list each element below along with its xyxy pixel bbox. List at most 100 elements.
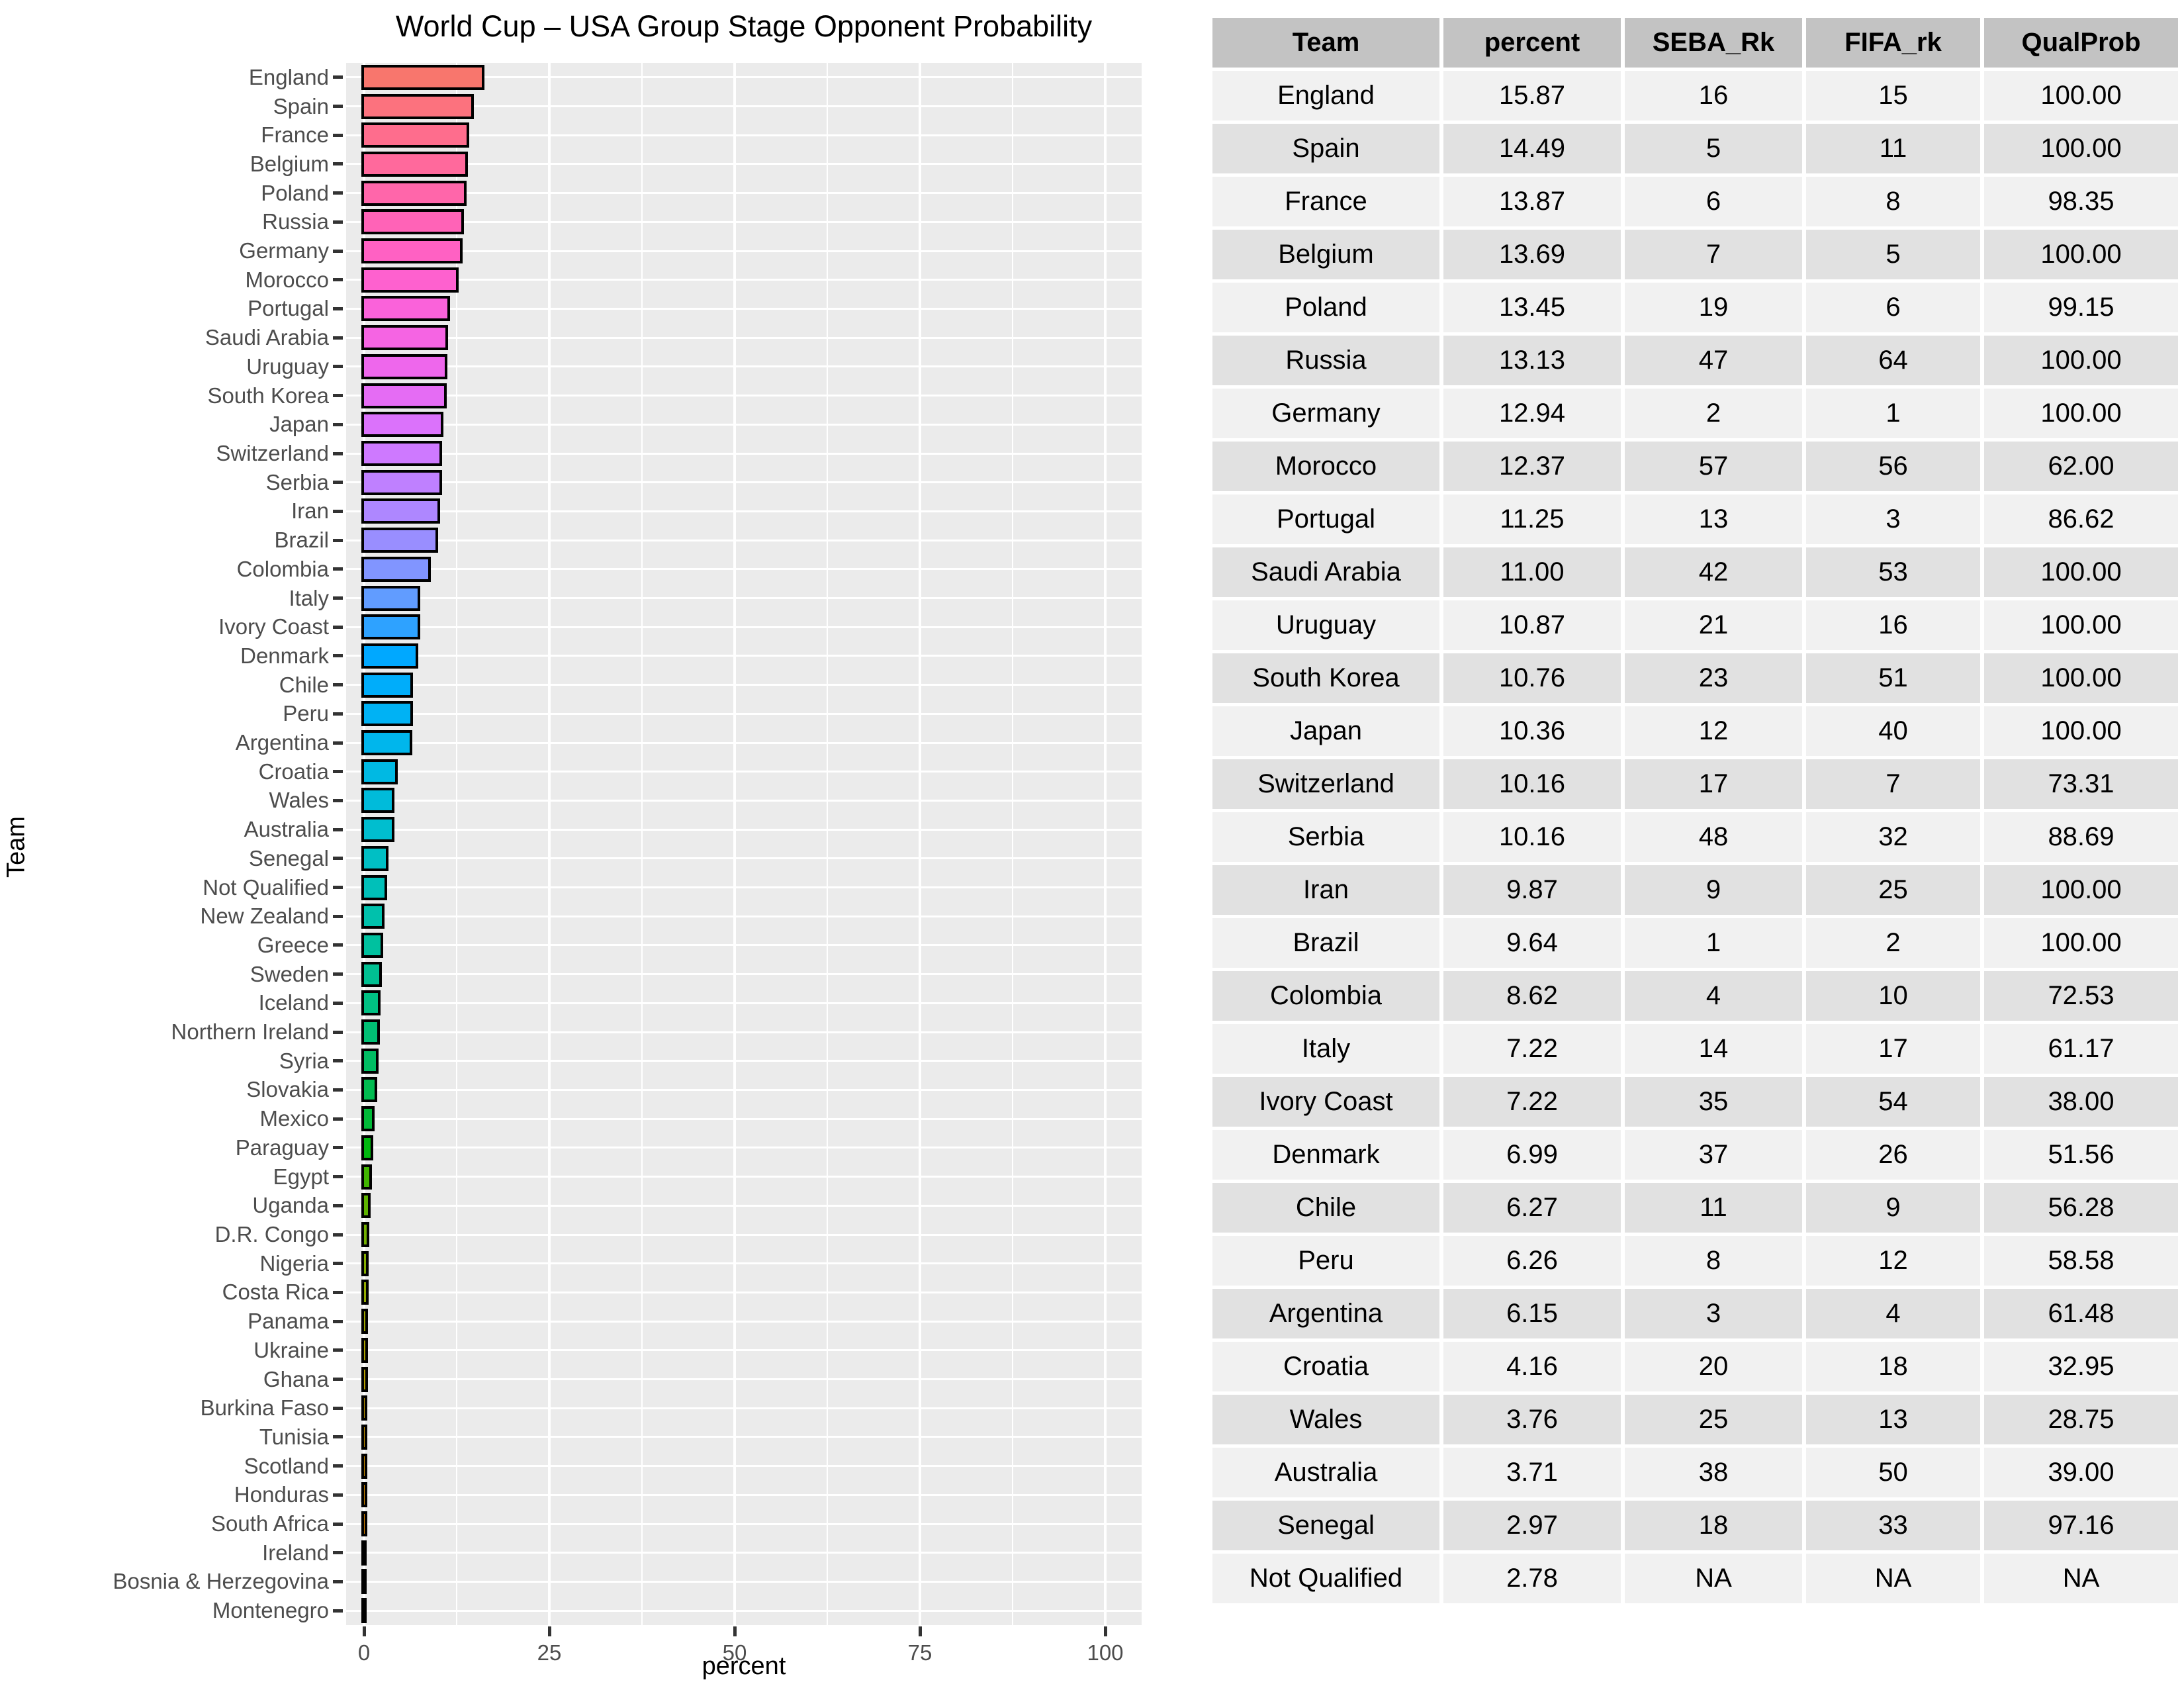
y-tick-label: Ireland xyxy=(262,1540,329,1565)
table-cell: 88.69 xyxy=(1984,812,2178,862)
table-cell: 13.69 xyxy=(1443,230,1621,279)
table-cell: Argentina xyxy=(1212,1289,1439,1338)
y-tick-label: Montenegro xyxy=(212,1598,329,1623)
bar xyxy=(361,904,385,929)
table-cell: Denmark xyxy=(1212,1130,1439,1180)
table-cell: 42 xyxy=(1625,547,1802,597)
table-row: Croatia 4.16 20 18 32.95 xyxy=(1212,1342,2178,1391)
y-major-gridline xyxy=(346,1176,1142,1178)
table-cell: Croatia xyxy=(1212,1342,1439,1391)
y-tick-label: Argentina xyxy=(235,730,329,755)
table-row: Portugal 11.25 13 3 86.62 xyxy=(1212,494,2178,544)
table-cell: 62.00 xyxy=(1984,442,2178,491)
y-major-gridline xyxy=(346,1349,1142,1352)
bar xyxy=(361,441,442,466)
table-cell: 3.76 xyxy=(1443,1395,1621,1444)
y-axis-tick xyxy=(333,509,343,513)
x-axis-tick xyxy=(362,1626,366,1636)
table-cell: 6.26 xyxy=(1443,1236,1621,1286)
table-cell: 2 xyxy=(1806,918,1980,968)
bar xyxy=(361,1337,368,1363)
table-cell: 51 xyxy=(1806,653,1980,703)
y-major-gridline xyxy=(346,105,1142,108)
table-cell: 17 xyxy=(1625,759,1802,809)
bar xyxy=(361,990,381,1016)
table-cell: 16 xyxy=(1625,71,1802,120)
y-major-gridline xyxy=(346,510,1142,512)
table-column-header: Team xyxy=(1212,18,1439,68)
bar xyxy=(361,1106,375,1132)
table-cell: 100.00 xyxy=(1984,71,2178,120)
x-tick-label: 0 xyxy=(357,1640,371,1665)
y-tick-label: Chile xyxy=(279,672,329,697)
table-header: Team percent SEBA_Rk FIFA_rk QualProb xyxy=(1212,18,2178,68)
y-major-gridline xyxy=(346,279,1142,281)
y-major-gridline xyxy=(346,1552,1142,1554)
y-axis-tick xyxy=(333,1030,343,1034)
y-tick-label: Ivory Coast xyxy=(218,614,329,639)
x-major-gridline xyxy=(733,63,736,1625)
y-axis-tick xyxy=(333,1579,343,1583)
y-major-gridline xyxy=(346,1580,1142,1583)
bar xyxy=(361,64,484,90)
y-axis-tick xyxy=(333,972,343,976)
y-major-gridline xyxy=(346,481,1142,484)
y-tick-label: Ukraine xyxy=(253,1337,329,1362)
table-cell: 7.22 xyxy=(1443,1024,1621,1074)
table-cell: 12 xyxy=(1625,706,1802,756)
y-major-gridline xyxy=(346,1320,1142,1323)
y-major-gridline xyxy=(346,1147,1142,1149)
table-cell: 9.87 xyxy=(1443,865,1621,915)
table-cell: 2.97 xyxy=(1443,1501,1621,1550)
table-row: South Korea 10.76 23 51 100.00 xyxy=(1212,653,2178,703)
table-cell: Germany xyxy=(1212,389,1439,438)
y-axis-tick xyxy=(333,191,343,195)
x-major-gridline xyxy=(548,63,551,1625)
table-column-header: SEBA_Rk xyxy=(1625,18,1802,68)
y-major-gridline xyxy=(346,1088,1142,1091)
bar xyxy=(361,1511,367,1537)
x-axis-title: percent xyxy=(702,1652,786,1680)
table-cell: France xyxy=(1212,177,1439,226)
x-minor-gridline xyxy=(456,63,457,1625)
table-cell: 10.87 xyxy=(1443,600,1621,650)
table-cell: Colombia xyxy=(1212,971,1439,1021)
bar xyxy=(361,1309,369,1335)
y-major-gridline xyxy=(346,626,1142,628)
table-cell: 18 xyxy=(1806,1342,1980,1391)
y-tick-label: Germany xyxy=(239,238,329,263)
table-cell: 86.62 xyxy=(1984,494,2178,544)
x-axis-tick xyxy=(918,1626,922,1636)
table-cell: Not Qualified xyxy=(1212,1554,1439,1603)
table-cell: 18 xyxy=(1625,1501,1802,1550)
x-tick-label: 100 xyxy=(1087,1640,1124,1665)
table-row: Wales 3.76 25 13 28.75 xyxy=(1212,1395,2178,1444)
bar xyxy=(361,1222,369,1247)
table-cell: Morocco xyxy=(1212,442,1439,491)
y-major-gridline xyxy=(346,395,1142,397)
table-cell: 32 xyxy=(1806,812,1980,862)
y-tick-label: Wales xyxy=(269,788,329,813)
y-major-gridline xyxy=(346,365,1142,368)
y-axis-tick xyxy=(333,857,343,861)
table-row: Ivory Coast 7.22 35 54 38.00 xyxy=(1212,1077,2178,1127)
table-cell: 57 xyxy=(1625,442,1802,491)
y-axis-tick xyxy=(333,394,343,398)
table-cell: 73.31 xyxy=(1984,759,2178,809)
y-tick-label: England xyxy=(248,64,329,89)
y-tick-label: South Korea xyxy=(207,383,329,408)
bar xyxy=(361,1250,369,1276)
y-axis-tick xyxy=(333,1233,343,1237)
table-cell: 13.13 xyxy=(1443,336,1621,385)
y-axis-tick xyxy=(333,451,343,455)
y-major-gridline xyxy=(346,1609,1142,1612)
y-major-gridline xyxy=(346,423,1142,426)
y-axis-tick xyxy=(333,75,343,79)
x-minor-gridline xyxy=(641,63,643,1625)
x-axis-tick xyxy=(1103,1626,1107,1636)
table-cell: 25 xyxy=(1625,1395,1802,1444)
y-axis-tick xyxy=(333,1290,343,1294)
table-cell: 7 xyxy=(1806,759,1980,809)
y-major-gridline xyxy=(346,1493,1142,1496)
table-cell: 50 xyxy=(1806,1448,1980,1497)
